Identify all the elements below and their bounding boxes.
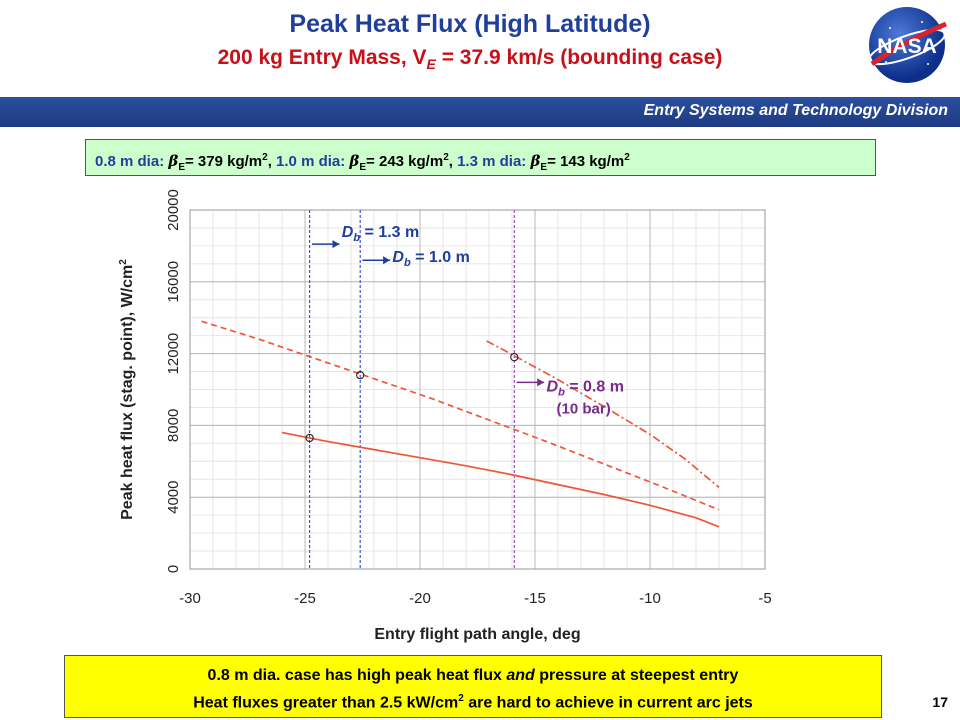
beta-10-unit-sup: 2 [443, 152, 449, 163]
sep-2: , [448, 153, 458, 170]
y-tick-label: 0 [165, 565, 182, 573]
conclusion-line-1-a: 0.8 m dia. case has high peak heat flux [207, 667, 507, 684]
x-tick-label: -15 [524, 590, 546, 607]
division-name: Entry Systems and Technology Division [643, 102, 948, 119]
sep-1: , [267, 153, 277, 170]
y-tick-label: 20000 [165, 189, 182, 231]
beta-08-sub: E [178, 162, 185, 173]
conclusion-line-2: Heat fluxes greater than 2.5 kW/cm2 are … [65, 687, 881, 714]
y-axis-label: Peak heat flux (stag. point), W/cm2 [118, 259, 136, 520]
x-axis-label: Entry flight path angle, deg [374, 626, 580, 643]
series-line-dashed [201, 320, 720, 511]
conclusion-line-1: 0.8 m dia. case has high peak heat flux … [65, 664, 881, 687]
page-subtitle: 200 kg Entry Mass, VE = 37.9 km/s (bound… [120, 46, 820, 72]
beta-13-value: = 143 kg/m [547, 153, 625, 170]
y-axis-label-sup: 2 [118, 259, 129, 265]
subtitle-prefix: 200 kg Entry Mass, V [217, 46, 427, 69]
subtitle-subscript: E [426, 56, 436, 73]
x-tick-label: -20 [409, 590, 431, 607]
beta-13-symbol: β [530, 152, 541, 170]
annotation-subscript: b [558, 386, 565, 398]
x-tick-label: -30 [179, 590, 201, 607]
beta-08-symbol: β [168, 152, 179, 170]
ballistic-coefficient-box: 0.8 m dia: βE= 379 kg/m2, 1.0 m dia: βE=… [85, 139, 876, 176]
annotation-arrow-head [332, 240, 340, 249]
annotation-subscript: b [353, 232, 360, 244]
annotation-arrow-head [383, 256, 391, 265]
conclusion-line-2-sup: 2 [458, 693, 464, 704]
x-tick-label: -25 [294, 590, 316, 607]
series-line-solid [281, 431, 720, 528]
heat-flux-chart: -30 -25 -20 -15 -10 -5 0 4000 8000 12000 16000 2000… [118, 189, 772, 643]
annotation-value: = 0.8 m [565, 378, 624, 395]
y-tick-label: 12000 [165, 333, 182, 375]
intersection-marker [510, 353, 519, 362]
conclusion-line-2-a: Heat fluxes greater than 2.5 kW/cm [193, 694, 459, 712]
annotation-arrow-head [537, 378, 545, 387]
chart-series [201, 320, 720, 528]
chart-ticks: -30 -25 -20 -15 -10 -5 0 4000 8000 12000 16000 2000… [165, 189, 772, 607]
nasa-logo-icon: NASA [868, 7, 947, 83]
chart-markers [305, 353, 519, 443]
chart-annotations: Db = 1.3 mDb = 1.0 mDb = 0.8 m(10 bar) [311, 224, 624, 417]
y-tick-label: 16000 [165, 261, 182, 303]
dia-13-label: 1.3 m dia: [457, 153, 531, 170]
x-tick-label: -10 [639, 590, 661, 607]
conclusion-line-2-b: are hard to achieve in current arc jets [463, 694, 753, 712]
nasa-logo-text: NASA [877, 35, 937, 58]
plot-frame [189, 209, 766, 570]
chart-grid [189, 209, 766, 570]
annotation-symbol: D [342, 224, 354, 241]
subtitle-suffix: = 37.9 km/s (bounding case) [435, 46, 723, 69]
beta-08-unit-sup: 2 [262, 152, 268, 163]
beta-10-sub: E [359, 162, 367, 173]
conclusion-line-1-em: and [506, 667, 535, 684]
beta-08-value: = 379 kg/m [185, 153, 263, 170]
annotation-detail: (10 bar) [557, 400, 611, 417]
dia-08-label: 0.8 m dia: [95, 153, 169, 170]
beta-10-symbol: β [349, 152, 360, 170]
annotation-label: Db = 0.8 m [547, 378, 624, 398]
annotation-subscript: b [404, 257, 411, 269]
dia-10-label: 1.0 m dia: [276, 153, 350, 170]
annotation-label: Db = 1.0 m [392, 249, 469, 269]
annotation-symbol: D [547, 378, 559, 395]
annotation-symbol: D [392, 249, 404, 266]
annotation-label: Db = 1.3 m [342, 224, 419, 244]
y-tick-label: 4000 [165, 481, 182, 514]
intersection-marker [305, 433, 314, 443]
y-tick-label: 8000 [165, 409, 182, 442]
conclusion-line-1-b: pressure at steepest entry [534, 667, 739, 684]
beta-10-value: = 243 kg/m [366, 153, 444, 170]
conclusion-box: 0.8 m dia. case has high peak heat flux … [64, 655, 882, 718]
annotation-value: = 1.0 m [411, 249, 470, 266]
beta-13-sub: E [540, 162, 548, 173]
y-axis-label-text: Peak heat flux (stag. point), W/cm [119, 265, 136, 520]
page-title: Peak Heat Flux (High Latitude) [289, 10, 651, 38]
x-tick-label: -5 [758, 590, 771, 607]
intersection-marker [356, 370, 365, 380]
division-bar: Entry Systems and Technology Division [0, 97, 960, 127]
beta-13-unit-sup: 2 [624, 152, 630, 163]
page-number: 17 [932, 694, 948, 710]
annotation-value: = 1.3 m [360, 224, 419, 241]
